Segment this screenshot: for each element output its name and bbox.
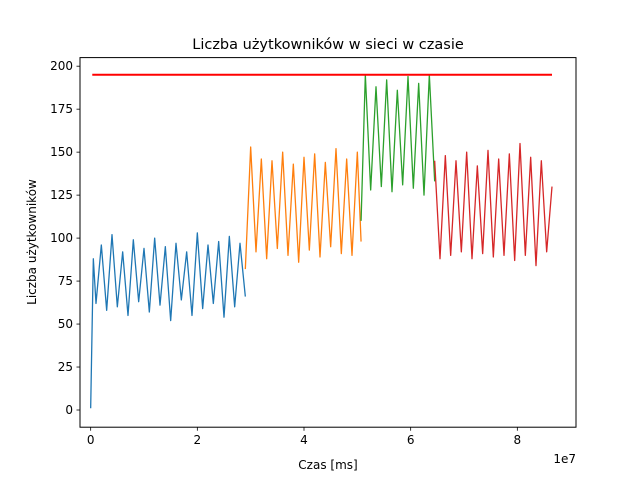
y-tick-label: 125 bbox=[50, 188, 73, 202]
axes-frame bbox=[79, 57, 577, 428]
x-axis-label: Czas [ms] bbox=[298, 458, 357, 472]
chart-title: Liczba użytkowników w sieci w czasie bbox=[192, 37, 464, 53]
x-axis-offset-label: 1e7 bbox=[553, 452, 576, 466]
x-tick-label: 0 bbox=[87, 433, 95, 447]
y-tick-label: 75 bbox=[58, 274, 73, 288]
x-tick-label: 2 bbox=[194, 433, 202, 447]
y-tick-label: 200 bbox=[50, 59, 73, 73]
y-tick-label: 50 bbox=[58, 317, 73, 331]
x-axis-ticks: 0 2 4 6 8 bbox=[87, 427, 521, 447]
series-line-2 bbox=[244, 146, 362, 270]
y-axis-label: Liczba użytkowników bbox=[25, 179, 39, 305]
series-line-3 bbox=[360, 74, 436, 221]
y-axis-ticks: 0 25 50 75 100 125 150 175 200 bbox=[50, 59, 80, 417]
series-line-4 bbox=[434, 142, 553, 267]
y-tick-label: 150 bbox=[50, 145, 73, 159]
y-tick-label: 100 bbox=[50, 231, 73, 245]
y-tick-label: 175 bbox=[50, 102, 73, 116]
x-tick-label: 6 bbox=[407, 433, 415, 447]
y-tick-label: 25 bbox=[58, 360, 73, 374]
x-tick-label: 8 bbox=[514, 433, 522, 447]
x-tick-label: 4 bbox=[300, 433, 308, 447]
series-line-1 bbox=[90, 232, 246, 409]
plot-area bbox=[90, 73, 553, 409]
y-tick-label: 0 bbox=[65, 403, 73, 417]
